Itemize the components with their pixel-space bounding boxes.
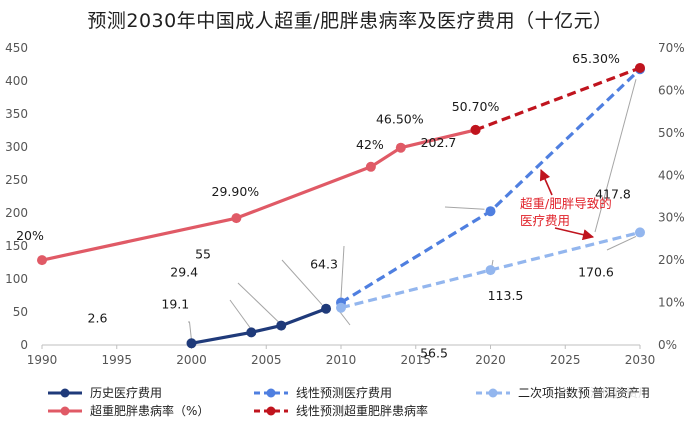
- data-label: 42%: [356, 137, 384, 152]
- series-point-prevalence: [37, 255, 47, 266]
- annotation-text: 医疗费用: [520, 213, 570, 228]
- y-left-tick-label: 400: [5, 74, 28, 88]
- y-right-tick-label: 50%: [658, 126, 685, 140]
- legend-marker-linear_cost: [266, 388, 276, 398]
- legend-label-linear_cost: 线性预测医疗费用: [296, 386, 392, 400]
- series-point-linear_cost: [485, 206, 496, 217]
- leader-line-55: [281, 259, 323, 306]
- data-label: 202.7: [421, 135, 457, 150]
- data-label: 2.6: [88, 310, 108, 325]
- leader-line-19-1: [229, 299, 252, 330]
- y-left-tick-label: 300: [5, 140, 28, 154]
- data-label: 113.5: [488, 288, 524, 303]
- series-line-history_cost: [191, 307, 327, 345]
- data-label: 56.5: [420, 346, 448, 361]
- axes: 1990 1995 2000 2005 2010 2015 2020 2025 2030 0 50 1…: [5, 41, 685, 367]
- legend-label-linear_prevalence: 线性预测超重肥胖患病率: [296, 403, 428, 418]
- series-point-quadratic_cost: [635, 227, 645, 238]
- annotation-text: 超重/肥胖导致的: [520, 196, 612, 211]
- series-point-history_cost: [276, 320, 287, 331]
- y-right-tick-label: 70%: [658, 41, 685, 55]
- leader-line-56-5: [338, 310, 351, 326]
- series-point-quadratic_cost: [336, 302, 346, 313]
- series-lines: [37, 62, 645, 349]
- x-tick-label: 2010: [326, 353, 357, 367]
- legend-marker-prevalence: [60, 406, 70, 416]
- series-point-linear_prevalence: [470, 124, 481, 135]
- series-point-quadratic_cost: [485, 265, 496, 276]
- series-point-history_cost: [246, 327, 257, 338]
- series-point-history_cost: [186, 338, 197, 349]
- data-labels: 20% 29.90% 42% 46.50% 50.70% 65.30% 2.6 19.1 29.…: [16, 51, 631, 361]
- data-label: 50.70%: [452, 99, 500, 114]
- y-left-tick-label: 350: [5, 107, 28, 121]
- leader-line-417-8: [594, 79, 637, 233]
- y-right-tick-label: 40%: [658, 168, 685, 182]
- leader-line-170-6: [606, 235, 637, 251]
- x-tick-label: 1995: [101, 353, 132, 367]
- legend-marker-quadratic_cost: [488, 388, 498, 398]
- leader-line-29-4: [237, 282, 280, 323]
- data-label: 29.90%: [212, 184, 260, 199]
- x-tick-label: 1990: [27, 353, 58, 367]
- annotation-arrow-right: [554, 227, 595, 241]
- series-point-history_cost: [321, 303, 332, 314]
- series-point-prevalence: [395, 142, 406, 153]
- legend-label-history_cost: 历史医疗费用: [90, 386, 162, 400]
- series-line-linear_prevalence: [474, 66, 641, 132]
- y-left-tick-label: 100: [5, 272, 28, 286]
- data-label: 55: [195, 247, 211, 262]
- y-left-tick-label: 0: [20, 338, 28, 352]
- legend-marker-linear_prevalence: [266, 406, 276, 416]
- leader-line-2-6: [188, 321, 192, 341]
- data-label: 19.1: [161, 296, 189, 311]
- data-label: 20%: [16, 228, 44, 243]
- data-label: 29.4: [170, 265, 198, 280]
- x-tick-label: 2005: [251, 353, 282, 367]
- x-tick-label: 2020: [475, 353, 506, 367]
- y-left-tick-label: 250: [5, 173, 28, 187]
- y-right-tick-label: 10%: [658, 296, 685, 310]
- data-label: 170.6: [578, 264, 614, 279]
- x-tick-label: 2030: [625, 353, 656, 367]
- data-label: 64.3: [310, 257, 338, 272]
- y-left-tick-label: 50: [13, 305, 28, 319]
- leader-lines: [188, 79, 637, 341]
- y-right-tick-label: 60%: [658, 83, 685, 97]
- chart-title: 预测2030年中国成人超重/肥胖患病率及医疗费用（十亿元）: [87, 10, 613, 32]
- y-left-tick-label: 450: [5, 41, 28, 55]
- y-left-tick-label: 150: [5, 239, 28, 253]
- y-right-tick-label: 30%: [658, 211, 685, 225]
- x-tick-label: 2015: [400, 353, 431, 367]
- leader-line-202-7: [444, 206, 485, 210]
- y-right-tick-label: 20%: [658, 253, 685, 267]
- data-label: 46.50%: [376, 112, 424, 127]
- x-tick-label: 2000: [176, 353, 207, 367]
- legend-label-prevalence: 超重肥胖患病率（%）: [90, 403, 209, 418]
- y-right-tick-label: 0%: [658, 338, 677, 352]
- y-left-tick-label: 200: [5, 206, 28, 220]
- annotation-arrow-up: [539, 168, 553, 196]
- series-point-prevalence: [231, 213, 242, 224]
- legend-marker-history_cost: [60, 388, 70, 398]
- leader-line-64-3: [340, 245, 345, 298]
- series-point-prevalence: [365, 161, 376, 172]
- series-point-linear_prevalence: [635, 62, 645, 73]
- x-tick-label: 2025: [550, 353, 581, 367]
- data-label: 65.30%: [572, 51, 620, 66]
- watermark: 普洱资产: [590, 384, 643, 401]
- data-label: 417.8: [595, 186, 631, 201]
